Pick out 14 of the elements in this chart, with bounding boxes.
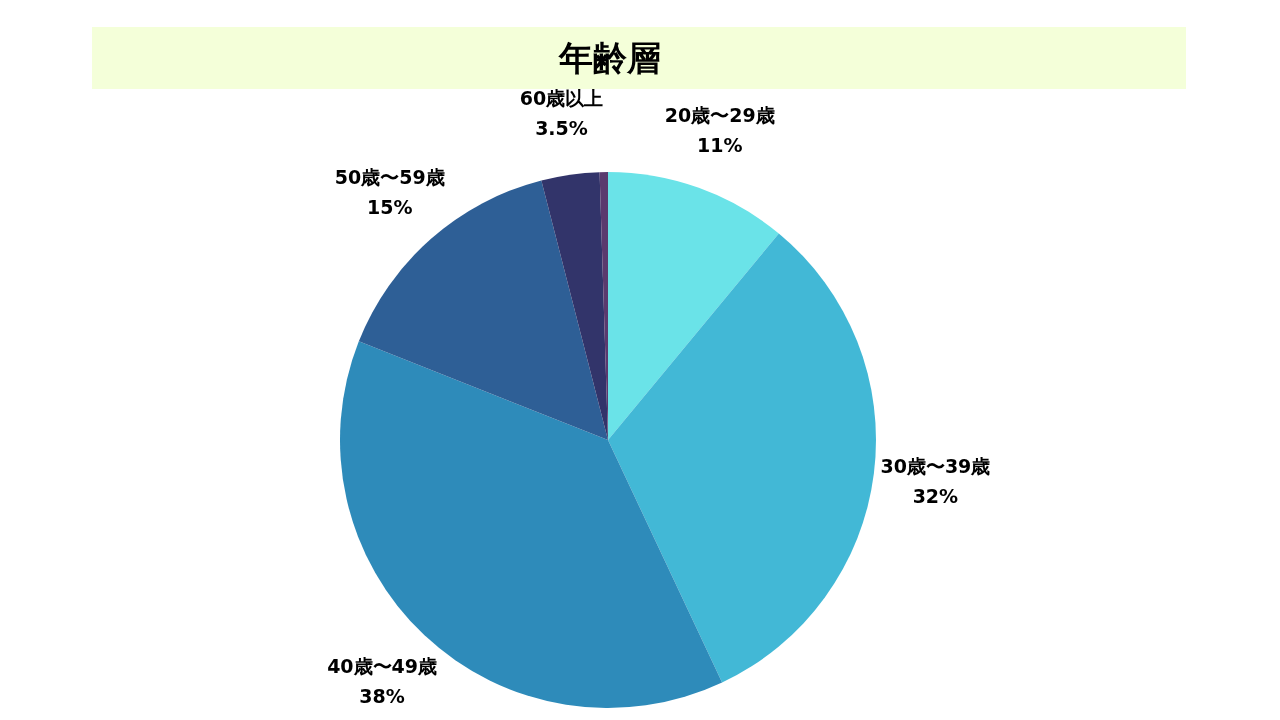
pie-slice xyxy=(541,172,608,440)
slice-label: 50歳〜59歳 xyxy=(334,166,445,189)
chart-title: 年齢層 xyxy=(558,38,661,78)
data-label: 15% xyxy=(367,196,413,219)
data-label: 3.5% xyxy=(535,117,588,140)
slice-label: 60歳以上 xyxy=(519,87,604,110)
slice-label: 30歳〜39歳 xyxy=(880,455,991,478)
pie-slice xyxy=(608,172,779,440)
data-label: 11% xyxy=(697,133,743,156)
data-label: 32% xyxy=(912,485,959,508)
data-label: 38% xyxy=(359,684,405,707)
slice-label: 40歳〜49歳 xyxy=(327,654,438,677)
pie-slice xyxy=(608,233,876,683)
slice-label: 20歳〜29歳 xyxy=(664,103,775,126)
